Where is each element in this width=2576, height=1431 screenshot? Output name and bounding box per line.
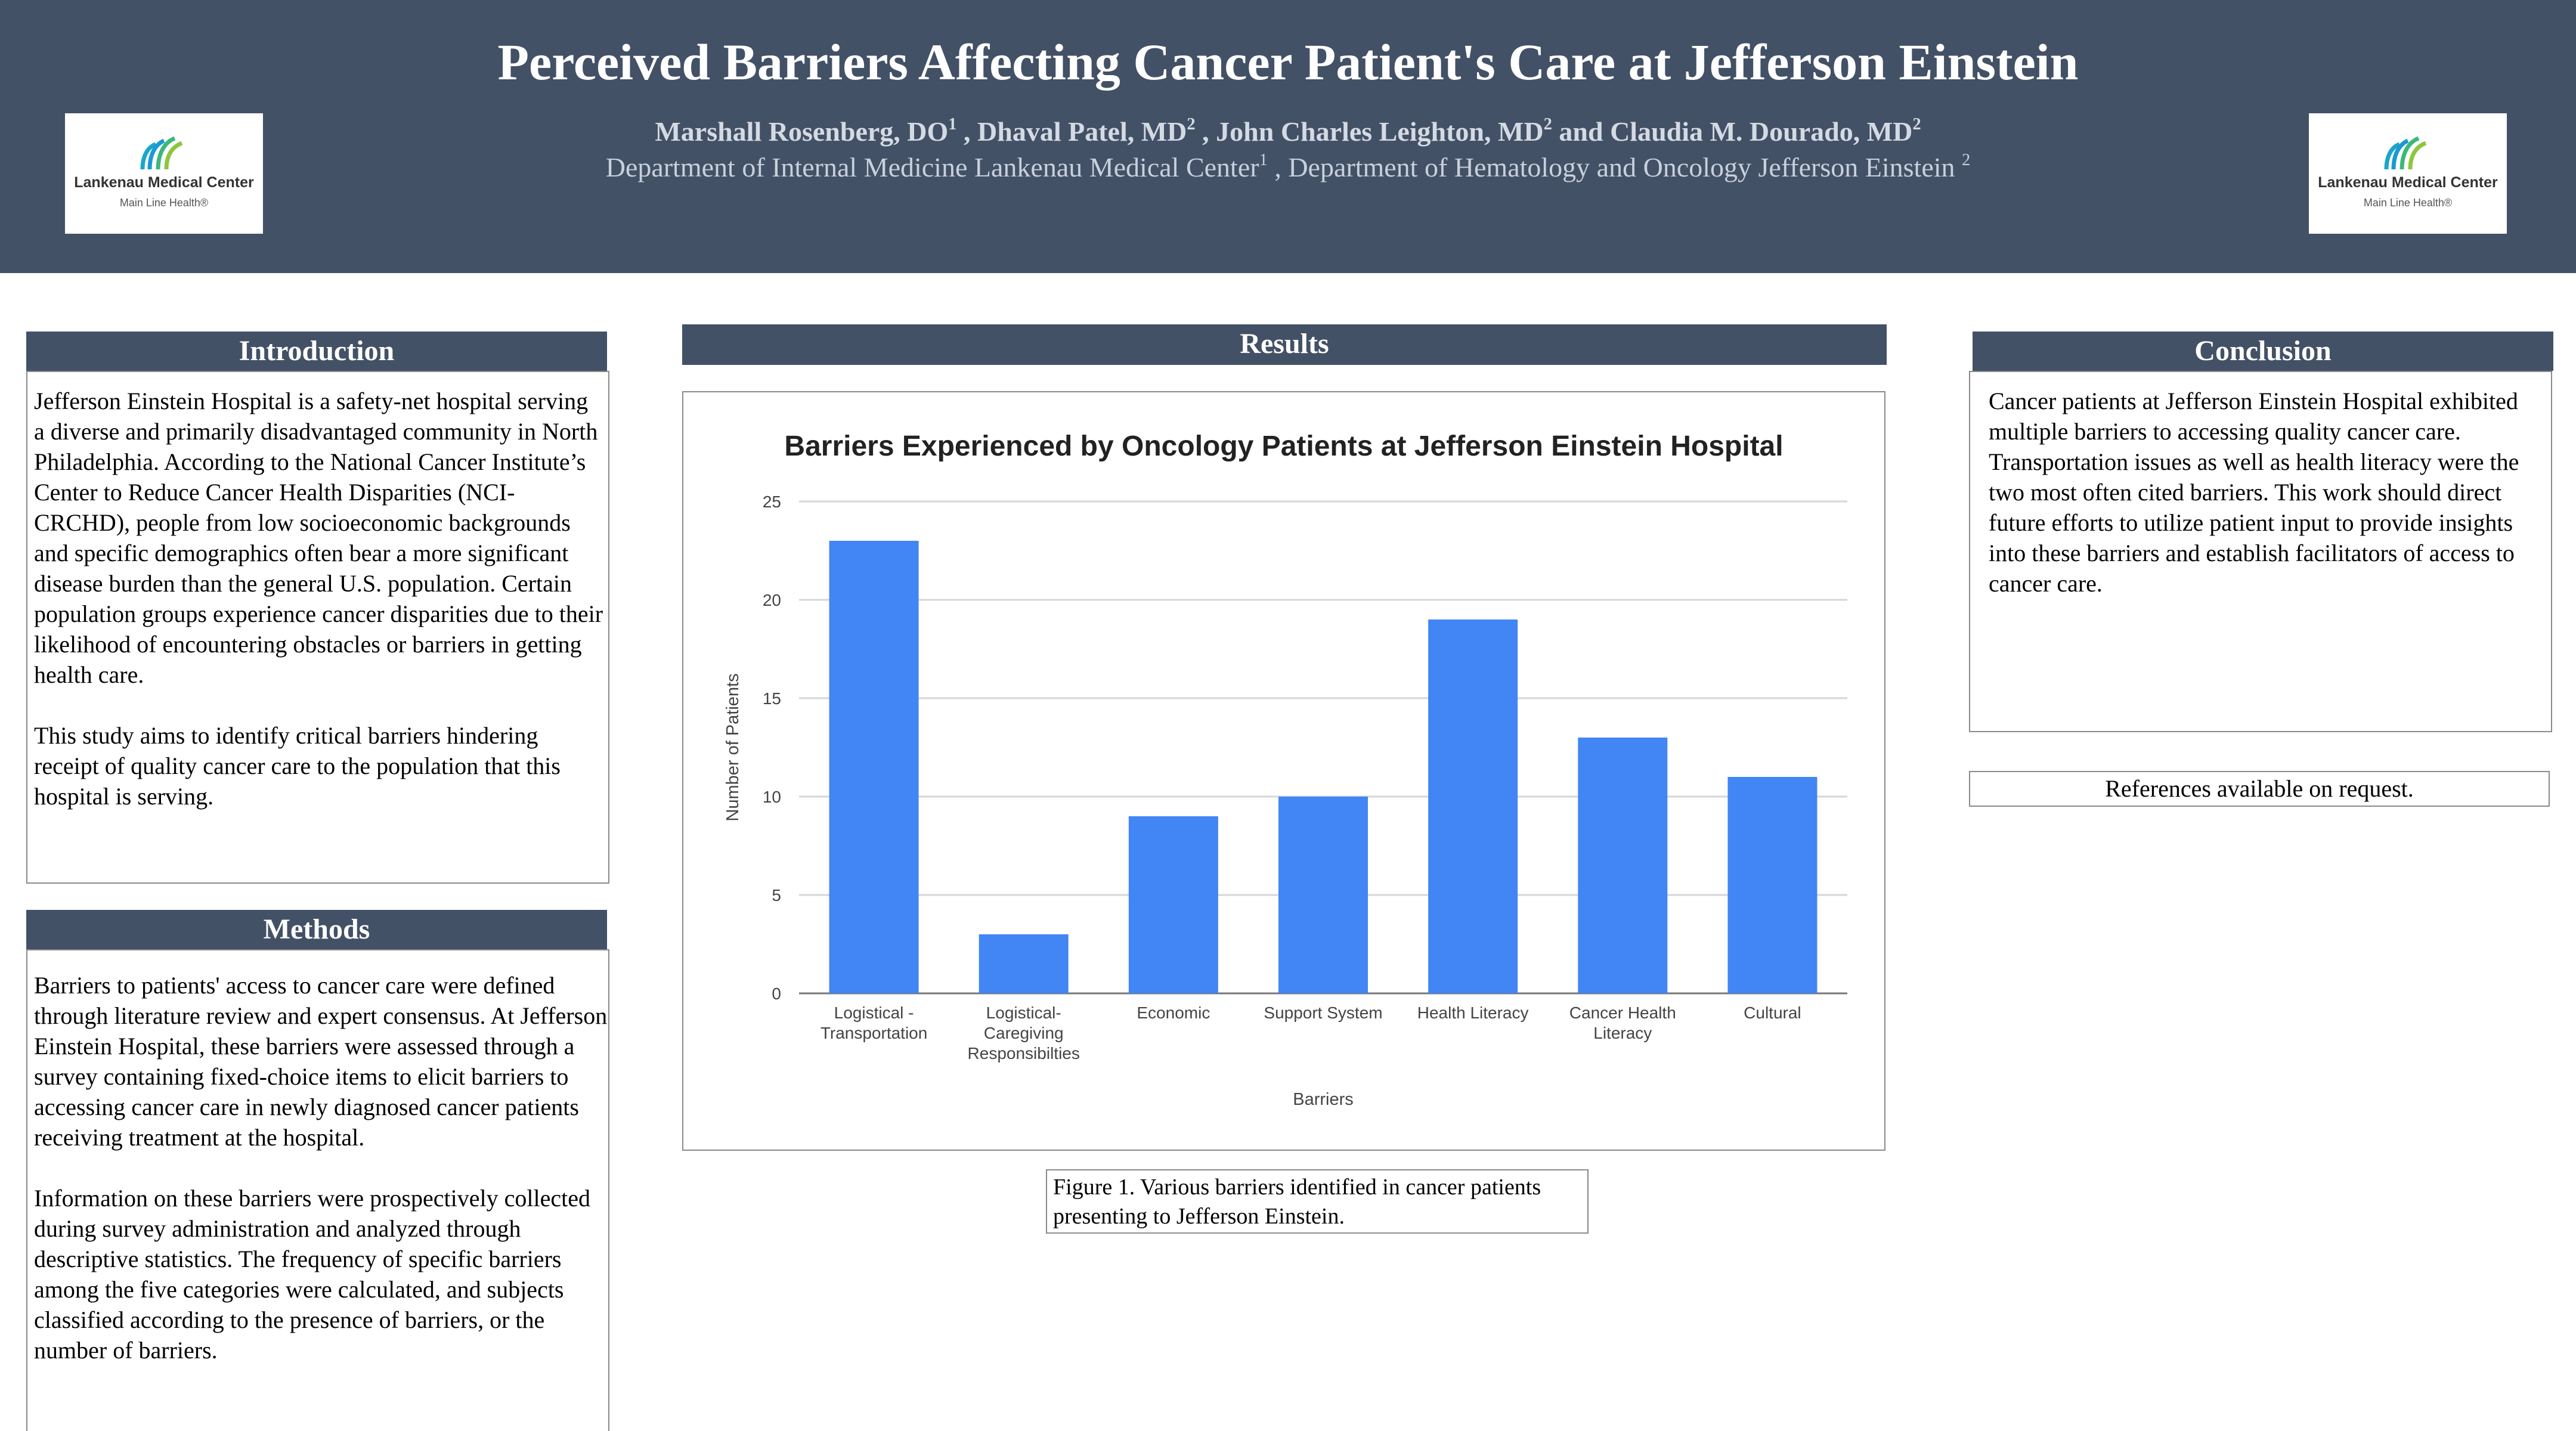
x-tick-label: Health Literacy: [1417, 1003, 1529, 1022]
results-chart: Barriers Experienced by Oncology Patient…: [682, 391, 1885, 1151]
chart-title: Barriers Experienced by Oncology Patient…: [784, 430, 1783, 462]
author-affiliation-mark: 1: [948, 114, 957, 134]
lankenau-logo-mark-icon: [140, 136, 183, 170]
poster-header: Perceived Barriers Affecting Cancer Pati…: [0, 0, 2576, 273]
methods-paragraph: Barriers to patients' access to cancer c…: [34, 972, 608, 1151]
author-affiliation-mark: 2: [1187, 114, 1196, 134]
logo-name: Lankenau Medical Center: [2318, 174, 2498, 191]
introduction-heading: Introduction: [26, 332, 607, 371]
y-tick-label: 0: [772, 984, 781, 1003]
bar: [1727, 777, 1818, 993]
x-tick-label: Responsibilties: [968, 1044, 1080, 1063]
methods-text: Barriers to patients' access to cancer c…: [34, 970, 608, 1396]
x-tick-label: Caregiving: [984, 1024, 1064, 1042]
logo-subtitle: Main Line Health®: [2363, 197, 2453, 209]
x-tick-label: Support System: [1264, 1003, 1382, 1022]
methods-heading: Methods: [26, 910, 607, 949]
methods-paragraph: Information on these barriers were prosp…: [34, 1185, 590, 1364]
x-tick-label: Cancer Health: [1569, 1003, 1676, 1022]
x-tick-label: Literacy: [1593, 1024, 1652, 1042]
author-dourado: and Claudia M. Dourado, MD: [1552, 116, 1913, 147]
y-tick-label: 20: [763, 591, 781, 609]
author-list: Marshall Rosenberg, DO1 , Dhaval Patel, …: [0, 114, 2576, 149]
lankenau-logo-mark-icon: [2384, 136, 2427, 170]
conclusion-box: [1969, 371, 2552, 732]
x-axis-title: Barriers: [1293, 1090, 1354, 1109]
introduction-box: [26, 371, 609, 884]
logo-name: Lankenau Medical Center: [74, 174, 254, 191]
conclusion-heading: Conclusion: [1973, 332, 2553, 371]
author-patel: , Dhaval Patel, MD: [956, 116, 1187, 147]
x-tick-label: Logistical-: [986, 1003, 1061, 1022]
lankenau-logo-right: Lankenau Medical Center Main Line Health…: [2309, 113, 2507, 234]
bar: [979, 934, 1069, 993]
figure-caption: Figure 1. Various barriers identified in…: [1046, 1169, 1589, 1234]
bar: [1278, 797, 1368, 993]
x-tick-label: Logistical -: [834, 1003, 914, 1022]
author-rosenberg: Marshall Rosenberg, DO: [655, 116, 949, 147]
methods-box: [26, 949, 609, 1431]
bar: [829, 541, 919, 993]
y-tick-label: 15: [763, 689, 781, 708]
affiliation-line: Department of Internal Medicine Lankenau…: [0, 150, 2576, 185]
x-tick-label: Cultural: [1744, 1003, 1801, 1022]
lankenau-logo-left: Lankenau Medical Center Main Line Health…: [65, 113, 263, 234]
introduction-paragraph: This study aims to identify critical bar…: [34, 722, 561, 810]
bar: [1578, 738, 1668, 993]
conclusion-paragraph: Cancer patients at Jefferson Einstein Ho…: [1989, 388, 2519, 597]
author-affiliation-mark: 2: [1543, 114, 1552, 134]
affiliation-mark: 1: [1259, 150, 1268, 169]
affiliation-hematology-oncology: , Department of Hematology and Oncology …: [1267, 152, 1962, 182]
poster-title: Perceived Barriers Affecting Cancer Pati…: [497, 33, 2079, 91]
y-axis-title: Number of Patients: [723, 673, 742, 821]
conclusion-text: Cancer patients at Jefferson Einstein Ho…: [1989, 386, 2537, 629]
x-tick-label: Transportation: [821, 1024, 928, 1042]
author-leighton: , John Charles Leighton, MD: [1195, 116, 1544, 147]
y-tick-label: 10: [763, 788, 781, 806]
bar: [1428, 620, 1518, 993]
references-note: References available on request.: [1969, 771, 2550, 807]
y-tick-label: 25: [763, 493, 781, 511]
logo-subtitle: Main Line Health®: [119, 197, 209, 209]
affiliation-internal-medicine: Department of Internal Medicine Lankenau…: [605, 152, 1259, 182]
bar: [1128, 816, 1218, 993]
y-tick-label: 5: [772, 886, 781, 905]
x-tick-label: Economic: [1137, 1003, 1210, 1022]
introduction-paragraph: Jefferson Einstein Hospital is a safety-…: [34, 388, 603, 688]
author-affiliation-mark: 2: [1912, 114, 1921, 134]
results-heading: Results: [682, 324, 1887, 365]
affiliation-mark: 2: [1962, 150, 1971, 169]
bar-chart: Barriers Experienced by Oncology Patient…: [723, 430, 1847, 1109]
introduction-text: Jefferson Einstein Hospital is a safety-…: [34, 386, 603, 842]
